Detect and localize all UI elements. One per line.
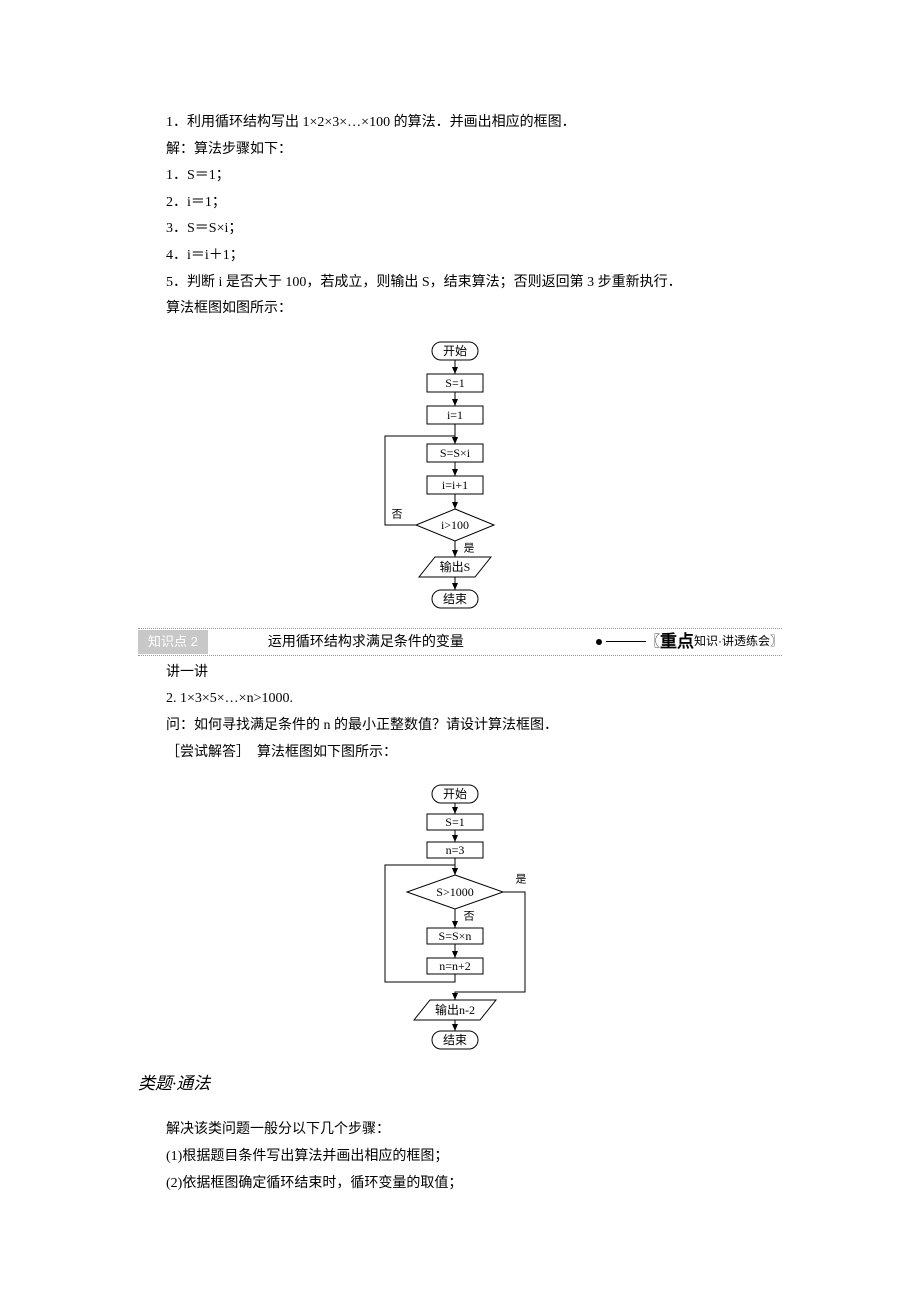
problem1-step-1: 1．S＝1； xyxy=(138,163,782,190)
flowchart-1: 开始 S=1 i=1 S=S×i i=i+1 i>100 输出S 结束 是 否 xyxy=(138,333,782,618)
flowchart-1-svg: 开始 S=1 i=1 S=S×i i=i+1 i>100 输出S 结束 是 否 xyxy=(355,333,565,618)
problem1-step-4: 4．i＝i＋1； xyxy=(138,243,782,270)
problem1-flow-caption: 算法框图如图所示： xyxy=(138,296,782,323)
leiti-heading: 类题·通法 xyxy=(138,1068,782,1100)
svg-text:S=S×i: S=S×i xyxy=(440,446,471,460)
svg-text:S=1: S=1 xyxy=(445,815,464,829)
section-title: 运用循环结构求满足条件的变量 xyxy=(268,628,464,655)
section-tag: 知识点 2 xyxy=(138,630,208,654)
svg-text:输出n-2: 输出n-2 xyxy=(435,1002,475,1017)
svg-text:开始: 开始 xyxy=(443,344,467,358)
svg-text:n=3: n=3 xyxy=(446,843,465,857)
leiti-step-1: (1)根据题目条件写出算法并画出相应的框图； xyxy=(138,1144,782,1171)
problem1-stem: 1．利用循环结构写出 1×2×3×…×100 的算法．并画出相应的框图． xyxy=(138,110,782,137)
section-right-rest: 知识·讲透练会〗 xyxy=(694,630,782,653)
svg-text:i=1: i=1 xyxy=(447,408,463,422)
problem1-solution-label: 解：算法步骤如下： xyxy=(138,137,782,164)
leiti-intro: 解决该类问题一般分以下几个步骤： xyxy=(138,1117,782,1144)
problem2-answer-label: ［尝试解答］ 算法框图如下图所示： xyxy=(138,740,782,767)
bullet-icon xyxy=(596,639,602,645)
svg-text:结束: 结束 xyxy=(443,1033,467,1047)
problem2-stem: 2. 1×3×5×…×n>1000. xyxy=(138,686,782,713)
svg-text:i>100: i>100 xyxy=(441,518,469,532)
section-right: 〖 重点 知识·讲透练会〗 xyxy=(592,626,782,658)
problem1-step-3: 3．S＝S×i； xyxy=(138,216,782,243)
svg-text:S=1: S=1 xyxy=(445,376,464,390)
problem1-step-5: 5．判断 i 是否大于 100，若成立，则输出 S，结束算法；否则返回第 3 步… xyxy=(138,270,782,297)
flowchart-2: 开始 S=1 n=3 S>1000 S=S×n n=n+2 输出n-2 结束 否 是 xyxy=(138,776,782,1058)
svg-text:S=S×n: S=S×n xyxy=(439,929,472,943)
line-icon xyxy=(606,641,646,642)
svg-text:n=n+2: n=n+2 xyxy=(439,959,471,973)
svg-text:输出S: 输出S xyxy=(440,559,471,574)
svg-text:否: 否 xyxy=(392,508,403,520)
svg-text:结束: 结束 xyxy=(443,592,467,606)
flowchart-2-svg: 开始 S=1 n=3 S>1000 S=S×n n=n+2 输出n-2 结束 否 是 xyxy=(355,776,565,1058)
problem1-step-2: 2．i＝1； xyxy=(138,190,782,217)
svg-text:是: 是 xyxy=(464,541,475,554)
section-right-bold: 重点 xyxy=(660,626,694,658)
svg-text:S>1000: S>1000 xyxy=(436,885,473,899)
svg-text:否: 否 xyxy=(464,911,475,923)
bracket-left: 〖 xyxy=(646,628,660,655)
leiti-step-2: (2)依据框图确定循环结束时，循环变量的取值； xyxy=(138,1171,782,1198)
svg-text:i=i+1: i=i+1 xyxy=(442,478,468,492)
section-bar: 知识点 2 运用循环结构求满足条件的变量 〖 重点 知识·讲透练会〗 xyxy=(138,628,782,656)
svg-text:是: 是 xyxy=(516,873,527,886)
document-page: 1．利用循环结构写出 1×2×3×…×100 的算法．并画出相应的框图． 解：算… xyxy=(0,0,920,1257)
problem2-question: 问：如何寻找满足条件的 n 的最小正整数值？请设计算法框图． xyxy=(138,713,782,740)
problem2-lead: 讲一讲 xyxy=(138,660,782,687)
svg-text:开始: 开始 xyxy=(443,787,467,801)
